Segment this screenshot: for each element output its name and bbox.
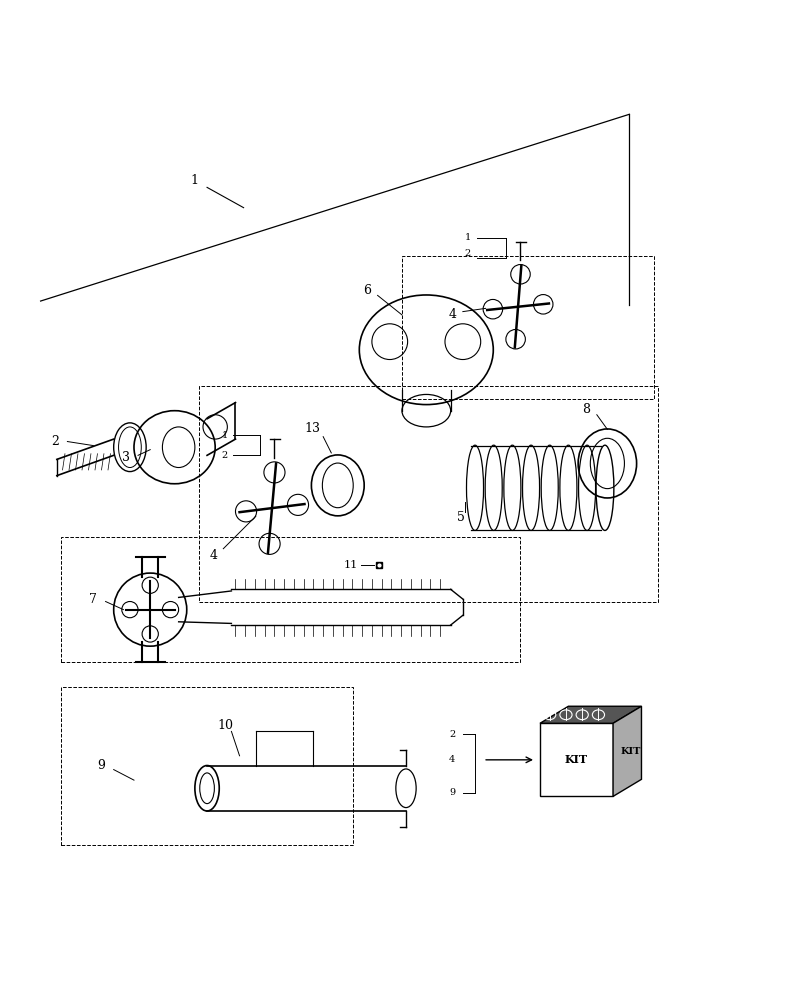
Text: 6: 6 xyxy=(363,284,371,297)
Bar xyxy=(539,723,612,796)
Polygon shape xyxy=(612,706,641,796)
Bar xyxy=(401,256,653,398)
Text: KIT: KIT xyxy=(564,754,587,765)
Text: 8: 8 xyxy=(581,403,590,416)
Text: 1: 1 xyxy=(464,233,470,242)
Text: 3: 3 xyxy=(122,451,130,464)
Text: 9: 9 xyxy=(448,788,455,797)
Text: 4: 4 xyxy=(209,549,217,562)
Text: 4: 4 xyxy=(448,755,455,764)
Text: 1: 1 xyxy=(191,174,199,187)
Text: 9: 9 xyxy=(97,759,105,772)
Text: 2: 2 xyxy=(221,451,228,460)
Text: 5: 5 xyxy=(457,511,465,524)
Text: 2: 2 xyxy=(448,730,455,739)
Text: 1: 1 xyxy=(221,431,228,440)
Text: 2: 2 xyxy=(51,435,59,448)
Bar xyxy=(199,386,657,601)
Bar xyxy=(61,687,353,845)
Text: 13: 13 xyxy=(304,422,320,435)
Text: 11: 11 xyxy=(343,560,358,570)
Text: 4: 4 xyxy=(448,308,457,321)
Text: 7: 7 xyxy=(89,593,97,606)
Text: 2: 2 xyxy=(464,249,470,258)
Text: 10: 10 xyxy=(217,719,234,732)
Bar xyxy=(61,537,519,662)
Text: KIT: KIT xyxy=(620,747,640,756)
Polygon shape xyxy=(539,706,641,723)
